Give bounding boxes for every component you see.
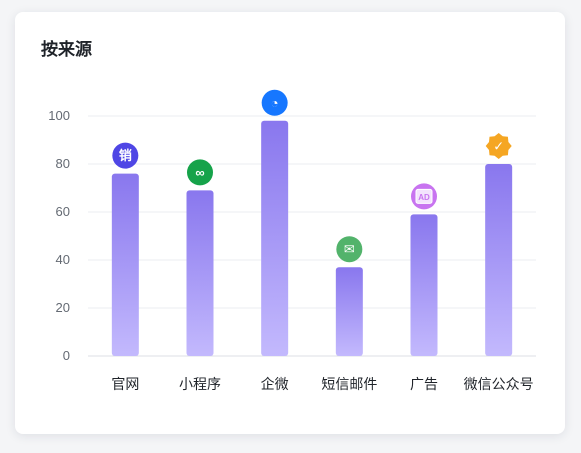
icon-circle [261,89,288,116]
icon-glyph: 销 [119,148,132,163]
y-tick-label: 0 [63,348,70,363]
mini-program-icon: ∞ [187,159,213,186]
icon-circle [187,159,213,186]
y-tick-label: 60 [56,204,70,219]
bar[interactable] [261,120,289,356]
icon-glyph: ✓ [493,139,504,154]
bar[interactable] [485,164,513,356]
icon-glyph: AD [418,193,430,202]
source-bar-chart: 0 20 40 60 80 100 销官网 ∞ 小程序 ◔ 企微 ✉ 短信邮件 AD 广告 ✓ 微信公众号 [48,89,536,392]
x-tick-label: 小程序 [179,376,221,392]
verified-badge-icon: ✓ [485,133,512,159]
bar[interactable] [335,267,363,356]
icon-glyph: ✉ [344,242,355,257]
y-tick-label: 100 [48,108,70,123]
y-tick-label: 80 [56,156,70,171]
bar[interactable] [186,190,214,356]
wecom-icon: ◔ [261,89,288,116]
mail-icon: ✉ [336,236,363,263]
icon-circle [336,236,363,263]
bar[interactable] [410,214,438,356]
ad-box [415,188,433,204]
icon-glyph: ∞ [195,165,204,180]
icon-circle [112,142,139,169]
ad-icon: AD [411,183,437,210]
y-tick-label: 40 [56,252,70,267]
x-tick-label: 广告 [410,376,438,392]
card-title: 按来源 [41,40,92,59]
x-tick-label: 短信邮件 [321,376,377,392]
x-tick-label: 微信公众号 [464,376,534,392]
bar[interactable] [111,173,139,356]
icon-glyph: ◔ [271,95,279,110]
x-tick-label: 官网 [111,376,139,392]
sales-icon: 销 [112,142,139,169]
source-card: 按来源 0 20 40 60 80 100 销官网 ∞ 小程序 ◔ 企微 ✉ 短信邮件 AD 广告 ✓ 微信公众… [15,12,565,434]
y-tick-label: 20 [56,300,70,315]
x-tick-label: 企微 [261,376,289,392]
badge-shape [485,133,512,159]
